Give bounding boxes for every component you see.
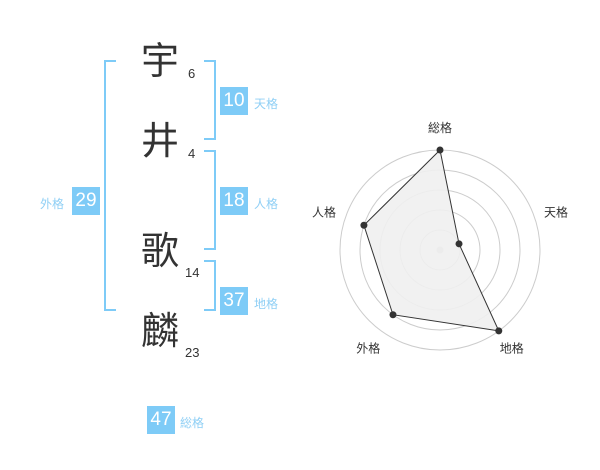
jinkaku-value: 18 xyxy=(220,187,248,215)
stroke-count-1: 6 xyxy=(188,66,196,81)
radar-point xyxy=(389,311,397,319)
stroke-count-3: 14 xyxy=(185,265,200,280)
name-char-3: 歌 xyxy=(140,229,179,273)
gaikaku-bracket xyxy=(104,60,116,311)
chikaku-bracket xyxy=(204,260,216,311)
soukaku-value: 47 xyxy=(147,406,175,434)
chikaku-label: 地格 xyxy=(254,297,279,311)
stroke-count-4: 23 xyxy=(185,345,200,360)
soukaku-label: 総格 xyxy=(180,416,205,430)
radar-point xyxy=(360,221,368,229)
gaikaku-value: 29 xyxy=(72,187,100,215)
jinkaku-bracket xyxy=(204,150,216,250)
tenkaku-bracket xyxy=(204,60,216,140)
radar-axis-label: 地格 xyxy=(500,341,524,356)
radar-point xyxy=(495,327,503,335)
jinkaku-label: 人格 xyxy=(254,197,279,211)
radar-polygon xyxy=(363,148,500,332)
radar-point xyxy=(455,240,463,248)
radar-axis-label: 天格 xyxy=(544,204,568,219)
name-char-4: 麟 xyxy=(140,309,179,353)
tenkaku-label: 天格 xyxy=(254,97,279,111)
radar-point xyxy=(436,146,444,154)
gaikaku-label: 外格 xyxy=(40,197,65,211)
radar-axis-label: 総格 xyxy=(428,120,452,135)
radar-axis-label: 人格 xyxy=(312,204,336,219)
radar-axis-label: 外格 xyxy=(356,341,380,356)
stroke-count-2: 4 xyxy=(188,146,196,161)
name-char-1: 宇 xyxy=(140,39,179,83)
name-char-2: 井 xyxy=(140,119,179,163)
tenkaku-value: 10 xyxy=(220,87,248,115)
chikaku-value: 37 xyxy=(220,287,248,315)
